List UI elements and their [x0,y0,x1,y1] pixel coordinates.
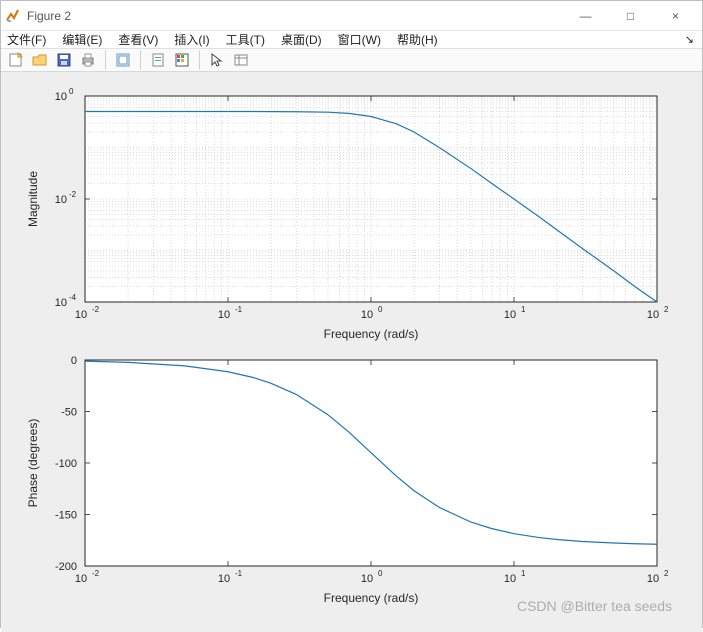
svg-text:-2: -2 [69,190,77,199]
svg-text:0: 0 [378,305,383,314]
menu-insert[interactable]: 插入(I) [174,31,209,48]
svg-text:10: 10 [218,309,230,321]
svg-text:10: 10 [75,573,87,585]
menu-help[interactable]: 帮助(H) [397,31,438,48]
figure-area: 10-210-110010110210-410-2100Frequency (r… [1,72,702,632]
menu-edit[interactable]: 编辑(E) [62,31,102,48]
svg-text:-150: -150 [55,510,77,522]
svg-text:10: 10 [55,91,67,103]
svg-text:0: 0 [378,569,383,578]
maximize-button[interactable]: □ [608,1,653,31]
svg-text:-100: -100 [55,458,77,470]
svg-text:Frequency (rad/s): Frequency (rad/s) [324,327,419,341]
toolbar-separator [199,50,200,70]
svg-text:10: 10 [504,573,516,585]
save-button[interactable] [53,49,75,71]
svg-text:Frequency (rad/s): Frequency (rad/s) [324,591,419,605]
new-figure-button[interactable] [5,49,27,71]
svg-text:-200: -200 [55,561,77,573]
svg-text:-1: -1 [235,569,243,578]
data-table-button[interactable] [230,49,252,71]
minimize-button[interactable]: — [563,1,608,31]
invert-colors-button[interactable] [112,49,134,71]
figure-window: Figure 2 — □ × 文件(F) 编辑(E) 查看(V) 插入(I) 工… [0,0,703,628]
svg-text:0: 0 [71,355,77,367]
bode-plot: 10-210-110010110210-410-2100Frequency (r… [13,84,673,614]
svg-text:0: 0 [69,87,74,96]
window-title: Figure 2 [27,9,563,23]
svg-text:10: 10 [218,573,230,585]
svg-text:10: 10 [504,309,516,321]
close-button[interactable]: × [653,1,698,31]
svg-text:10: 10 [647,573,659,585]
svg-text:10: 10 [75,309,87,321]
svg-text:2: 2 [664,305,669,314]
toolbar-separator [140,50,141,70]
svg-text:Magnitude: Magnitude [26,171,40,227]
colorbar-button[interactable] [171,49,193,71]
toolbar-separator [105,50,106,70]
svg-text:-50: -50 [61,407,77,419]
svg-text:-2: -2 [92,305,100,314]
titlebar: Figure 2 — □ × [1,1,702,31]
menu-desktop[interactable]: 桌面(D) [281,31,322,48]
menubar: 文件(F) 编辑(E) 查看(V) 插入(I) 工具(T) 桌面(D) 窗口(W… [1,31,702,49]
svg-text:1: 1 [521,569,526,578]
svg-text:10: 10 [647,309,659,321]
cursor-button[interactable] [206,49,228,71]
menu-tools[interactable]: 工具(T) [226,31,265,48]
link-button[interactable] [147,49,169,71]
toolbar [1,49,702,72]
svg-text:1: 1 [521,305,526,314]
menu-view[interactable]: 查看(V) [118,31,158,48]
svg-text:-1: -1 [235,305,243,314]
menu-dock-arrow[interactable]: ↘ [685,33,694,46]
menu-window[interactable]: 窗口(W) [338,31,381,48]
print-button[interactable] [77,49,99,71]
svg-text:2: 2 [664,569,669,578]
svg-text:Phase (degrees): Phase (degrees) [26,419,40,508]
menu-file[interactable]: 文件(F) [7,31,46,48]
svg-text:10: 10 [361,573,373,585]
svg-text:-2: -2 [92,569,100,578]
open-button[interactable] [29,49,51,71]
svg-text:-4: -4 [69,293,77,302]
svg-text:10: 10 [361,309,373,321]
svg-text:10: 10 [55,194,67,206]
svg-text:10: 10 [55,297,67,309]
matlab-icon [5,8,21,24]
